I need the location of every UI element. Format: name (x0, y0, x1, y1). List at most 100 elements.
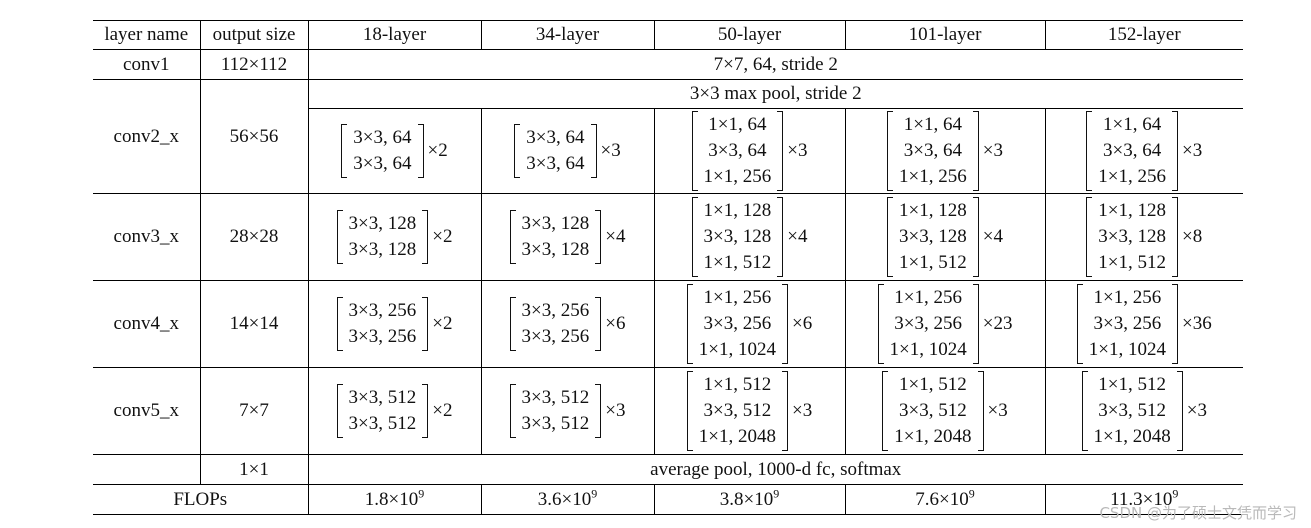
flops-exponent: 9 (773, 486, 780, 501)
flops-exponent: 9 (591, 486, 598, 501)
block-layer-spec: 1×1, 64 (708, 114, 767, 135)
output-size-conv3: 28×28 (199, 193, 309, 281)
building-block: 1×1, 512 3×3, 512 1×1, 2048 ×3 (882, 371, 1008, 451)
table-row-flops: FLOPs 1.8×109 3.6×109 3.8×109 7.6×109 11… (93, 484, 1243, 515)
table-row-avgpool: 1×1 average pool, 1000-d fc, softmax (93, 454, 1243, 485)
building-block: 1×1, 256 3×3, 256 1×1, 1024 ×23 (877, 284, 1012, 364)
block-layer-spec: 1×1, 512 (899, 374, 967, 395)
block-layer-spec: 1×1, 1024 (1088, 339, 1166, 360)
block-bracket: 1×1, 128 3×3, 128 1×1, 512 (1086, 197, 1178, 277)
block-layer-spec: 3×3, 128 (521, 239, 590, 260)
flops-cell: 11.3×109 (1044, 484, 1243, 515)
building-block: 1×1, 128 3×3, 128 1×1, 512 ×8 (1086, 197, 1202, 277)
building-block: 1×1, 64 3×3, 64 1×1, 256 ×3 (887, 111, 1003, 191)
block-bracket: 1×1, 64 3×3, 64 1×1, 256 (887, 111, 979, 191)
block-bracket: 3×3, 512 3×3, 512 (336, 384, 429, 438)
block-bracket: 1×1, 256 3×3, 256 1×1, 1024 (877, 284, 979, 364)
block-multiplier: ×2 (432, 313, 453, 334)
block-multiplier: ×3 (1186, 400, 1207, 421)
layer-name-avgpool (93, 454, 201, 485)
header-output-size: output size (199, 20, 309, 50)
block-cell: 1×1, 256 3×3, 256 1×1, 1024 ×23 (844, 280, 1046, 368)
flops-cell: 3.8×109 (653, 484, 846, 515)
block-layer-spec: 3×3, 64 (353, 153, 412, 174)
block-cell: 1×1, 128 3×3, 128 1×1, 512 ×8 (1044, 193, 1243, 281)
block-layer-spec: 1×1, 256 (703, 287, 772, 308)
block-cell: 1×1, 512 3×3, 512 1×1, 2048 ×3 (1044, 367, 1243, 455)
block-layer-spec: 1×1, 512 (1098, 252, 1166, 273)
building-block: 3×3, 64 3×3, 64 ×2 (341, 124, 448, 178)
building-block: 3×3, 128 3×3, 128 ×2 (336, 210, 452, 264)
block-layer-spec: 1×1, 512 (703, 252, 772, 273)
block-layer-spec: 1×1, 128 (899, 200, 967, 221)
block-bracket: 3×3, 256 3×3, 256 (336, 297, 429, 351)
block-layer-spec: 3×3, 256 (521, 326, 590, 347)
block-layer-spec: 1×1, 1024 (889, 339, 967, 360)
building-block: 3×3, 256 3×3, 256 ×6 (509, 297, 625, 351)
maxpool-description: 3×3 max pool, stride 2 (307, 79, 1243, 109)
block-cell: 1×1, 128 3×3, 128 1×1, 512 ×4 (844, 193, 1046, 281)
header-layer-name: layer name (93, 20, 201, 50)
table-row-conv4: conv4_x 14×14 3×3, 256 3×3, 256 ×2 3×3, 25… (93, 280, 1243, 368)
block-layer-spec: 3×3, 512 (348, 413, 417, 434)
resnet-architecture-table: layer name output size 18-layer 34-layer… (93, 20, 1243, 515)
block-bracket: 1×1, 64 3×3, 64 1×1, 256 (1086, 111, 1178, 191)
block-layer-spec: 3×3, 64 (1103, 140, 1162, 161)
block-multiplier: ×2 (432, 400, 453, 421)
block-cell: 1×1, 64 3×3, 64 1×1, 256 ×3 (653, 108, 846, 194)
block-multiplier: ×3 (792, 400, 813, 421)
block-cell: 3×3, 256 3×3, 256 ×6 (480, 280, 655, 368)
block-multiplier: ×3 (605, 400, 626, 421)
block-multiplier: ×6 (792, 313, 813, 334)
block-layer-spec: 1×1, 2048 (1093, 426, 1171, 447)
building-block: 3×3, 64 3×3, 64 ×3 (514, 124, 621, 178)
block-multiplier: ×3 (600, 140, 621, 161)
flops-cell: 7.6×109 (844, 484, 1046, 515)
block-layer-spec: 3×3, 512 (703, 400, 772, 421)
block-layer-spec: 3×3, 256 (348, 300, 417, 321)
block-cell: 3×3, 512 3×3, 512 ×2 (307, 367, 482, 455)
building-block: 3×3, 512 3×3, 512 ×2 (336, 384, 453, 438)
block-layer-spec: 1×1, 128 (703, 200, 772, 221)
block-layer-spec: 3×3, 256 (1093, 313, 1162, 334)
block-layer-spec: 3×3, 512 (899, 400, 967, 421)
block-cell: 3×3, 128 3×3, 128 ×2 (307, 193, 482, 281)
block-cell: 1×1, 64 3×3, 64 1×1, 256 ×3 (1044, 108, 1243, 194)
block-bracket: 3×3, 512 3×3, 512 (509, 384, 602, 438)
block-layer-spec: 1×1, 64 (903, 114, 962, 135)
avgpool-description: average pool, 1000-d fc, softmax (307, 454, 1243, 485)
building-block: 1×1, 128 3×3, 128 1×1, 512 ×4 (691, 197, 807, 277)
block-multiplier: ×4 (605, 226, 626, 247)
building-block: 3×3, 512 3×3, 512 ×3 (509, 384, 626, 438)
block-layer-spec: 3×3, 128 (348, 239, 417, 260)
block-layer-spec: 3×3, 128 (703, 226, 772, 247)
block-layer-spec: 1×1, 256 (1093, 287, 1162, 308)
block-layer-spec: 3×3, 512 (348, 387, 417, 408)
header-18-layer: 18-layer (307, 20, 482, 50)
output-size-conv4: 14×14 (199, 280, 309, 368)
block-layer-spec: 1×1, 512 (1098, 374, 1166, 395)
block-layer-spec: 3×3, 128 (1098, 226, 1166, 247)
flops-base: 7.6×10 (915, 488, 969, 510)
table-row-conv2-pool: conv2_x 56×56 3×3 max pool, stride 2 (93, 79, 1243, 194)
block-bracket: 1×1, 512 3×3, 512 1×1, 2048 (686, 371, 789, 451)
flops-exponent: 9 (1172, 486, 1179, 501)
layer-name-conv2: conv2_x (93, 79, 201, 194)
block-bracket: 1×1, 256 3×3, 256 1×1, 1024 (1076, 284, 1179, 364)
block-layer-spec: 1×1, 2048 (698, 426, 776, 447)
block-bracket: 3×3, 128 3×3, 128 (509, 210, 602, 264)
flops-base: 11.3×10 (1110, 488, 1173, 510)
block-cell: 1×1, 512 3×3, 512 1×1, 2048 ×3 (653, 367, 846, 455)
output-size-avgpool: 1×1 (199, 454, 309, 485)
conv1-description: 7×7, 64, stride 2 (307, 49, 1243, 80)
building-block: 3×3, 256 3×3, 256 ×2 (336, 297, 453, 351)
flops-label: FLOPs (93, 484, 309, 515)
block-bracket: 1×1, 128 3×3, 128 1×1, 512 (691, 197, 784, 277)
block-layer-spec: 3×3, 64 (353, 127, 412, 148)
block-cell: 1×1, 256 3×3, 256 1×1, 1024 ×36 (1044, 280, 1243, 368)
block-layer-spec: 3×3, 128 (521, 213, 590, 234)
flops-base: 3.6×10 (537, 488, 592, 510)
block-layer-spec: 3×3, 256 (894, 313, 962, 334)
block-multiplier: ×2 (427, 140, 448, 161)
block-cell: 3×3, 64 3×3, 64 ×2 (307, 108, 482, 194)
